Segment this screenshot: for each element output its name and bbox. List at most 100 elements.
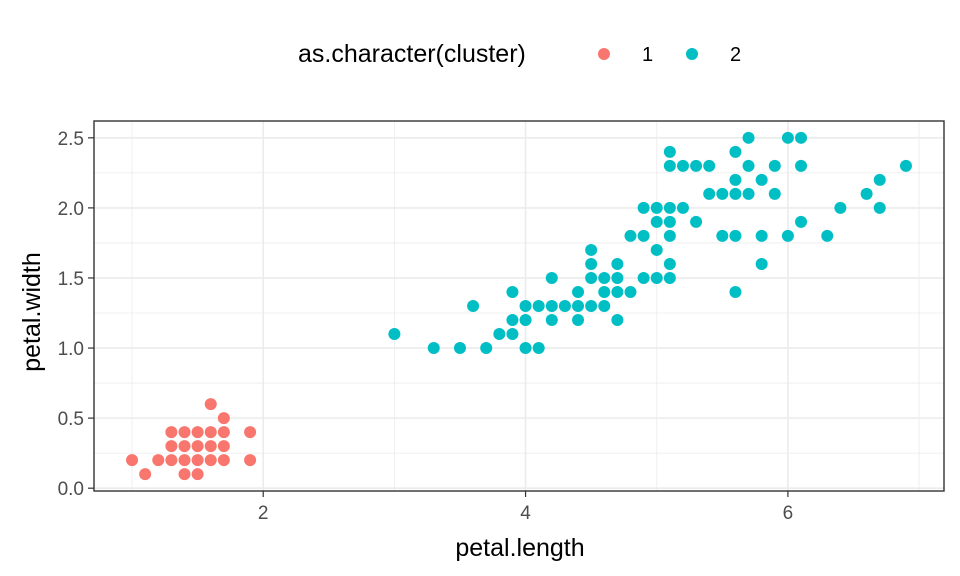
legend-label: 1 — [642, 44, 653, 66]
data-point — [532, 300, 545, 312]
data-point — [204, 426, 217, 439]
plot-panel — [94, 121, 944, 491]
legend-key — [598, 48, 610, 60]
data-point — [650, 215, 663, 228]
y-tick-label: 0.5 — [58, 409, 84, 430]
data-point — [204, 398, 217, 411]
series-2 — [388, 131, 912, 355]
data-point — [165, 454, 178, 467]
data-point — [585, 271, 598, 284]
data-point — [729, 173, 742, 186]
data-point — [703, 159, 716, 172]
data-point — [716, 187, 729, 200]
data-point — [217, 426, 230, 439]
data-point — [650, 201, 663, 214]
data-point — [545, 300, 558, 312]
data-point — [506, 285, 519, 298]
data-point — [191, 426, 204, 439]
data-point — [506, 328, 519, 341]
data-point — [204, 440, 217, 453]
data-point — [663, 215, 676, 228]
data-point — [860, 187, 873, 200]
data-point — [532, 342, 545, 355]
data-point — [204, 454, 217, 467]
data-point — [663, 271, 676, 284]
data-point — [716, 229, 729, 242]
legend-label: 2 — [730, 44, 741, 66]
y-tick-label: 2.0 — [58, 199, 84, 220]
data-point — [742, 159, 755, 172]
data-point — [611, 314, 624, 327]
data-point — [427, 342, 440, 355]
y-tick-label: 1.5 — [58, 269, 84, 290]
data-point — [611, 285, 624, 298]
data-point — [703, 187, 716, 200]
data-point — [834, 201, 847, 214]
data-point — [558, 300, 571, 312]
data-point — [191, 440, 204, 453]
data-point — [637, 201, 650, 214]
data-point — [676, 201, 689, 214]
data-point — [244, 426, 257, 439]
data-point — [650, 271, 663, 284]
y-tick-label: 0.0 — [58, 479, 84, 500]
axes: 2 4 6 0.0 0.5 1.0 1.5 2.0 2.5 — [58, 120, 945, 524]
data-point — [585, 257, 598, 270]
data-point — [755, 257, 768, 270]
data-point — [165, 440, 178, 453]
data-point — [795, 131, 808, 144]
data-point — [545, 271, 558, 284]
data-point — [572, 314, 585, 327]
data-point — [729, 229, 742, 242]
data-point — [611, 257, 624, 270]
data-point — [650, 243, 663, 256]
data-point — [493, 328, 506, 341]
data-point — [126, 454, 139, 467]
data-point — [663, 159, 676, 172]
data-point — [755, 173, 768, 186]
data-point — [519, 342, 532, 355]
data-point — [781, 229, 794, 242]
y-tick-label: 2.5 — [58, 129, 84, 150]
legend-item-2: 2 — [686, 44, 741, 66]
data-point — [519, 314, 532, 327]
data-point — [729, 285, 742, 298]
data-point — [244, 454, 257, 467]
data-point — [178, 426, 191, 439]
data-point — [821, 229, 834, 242]
data-point — [178, 454, 191, 467]
data-point — [676, 159, 689, 172]
data-point — [795, 159, 808, 172]
data-point — [755, 229, 768, 242]
data-point — [873, 201, 886, 214]
data-point — [191, 468, 204, 481]
data-point — [690, 159, 703, 172]
data-point — [663, 229, 676, 242]
data-point — [624, 229, 637, 242]
data-point — [611, 271, 624, 284]
data-point — [637, 271, 650, 284]
data-point — [152, 454, 165, 467]
x-axis-title: petal.length — [455, 534, 584, 562]
y-axis-title: petal.width — [18, 252, 46, 372]
x-tick-label: 6 — [783, 503, 794, 524]
series-1 — [126, 398, 257, 481]
data-point — [598, 300, 611, 312]
data-point — [217, 412, 230, 425]
data-point — [545, 314, 558, 327]
data-point — [729, 145, 742, 158]
legend-item-1: 1 — [598, 44, 653, 66]
data-point — [742, 187, 755, 200]
data-point — [598, 285, 611, 298]
panel-border — [93, 120, 945, 492]
data-point — [729, 187, 742, 200]
data-point — [781, 131, 794, 144]
data-point — [663, 201, 676, 214]
data-point — [178, 440, 191, 453]
data-point — [506, 314, 519, 327]
data-point — [217, 440, 230, 453]
data-point — [663, 145, 676, 158]
data-point — [585, 300, 598, 312]
data-point — [572, 285, 585, 298]
